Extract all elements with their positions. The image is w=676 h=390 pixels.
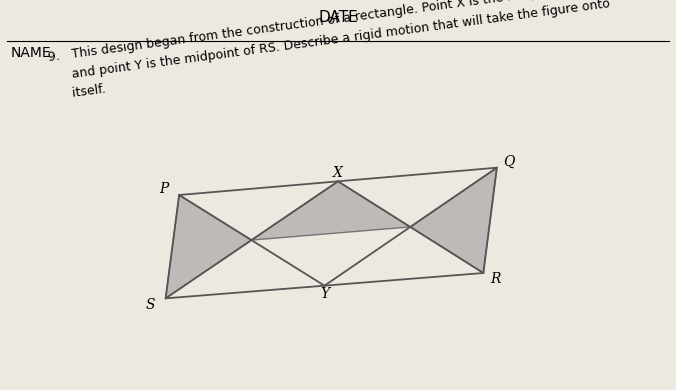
- Text: X: X: [333, 166, 343, 180]
- Text: NAME: NAME: [10, 46, 51, 60]
- Text: Y: Y: [320, 287, 329, 301]
- Text: S: S: [146, 298, 155, 312]
- Text: P: P: [160, 182, 169, 196]
- Text: 9.   This design began from the construction of a rectangle. Point X is the midp: 9. This design began from the constructi…: [47, 0, 604, 64]
- Text: itself.: itself.: [47, 83, 106, 103]
- Polygon shape: [410, 168, 497, 273]
- Text: Q: Q: [504, 155, 514, 169]
- Polygon shape: [251, 181, 410, 240]
- Polygon shape: [166, 195, 251, 298]
- Text: DATE: DATE: [318, 10, 358, 25]
- Text: R: R: [490, 272, 501, 286]
- Text: and point Y is the midpoint of RS. Describe a rigid motion that will take the fi: and point Y is the midpoint of RS. Descr…: [47, 0, 611, 84]
